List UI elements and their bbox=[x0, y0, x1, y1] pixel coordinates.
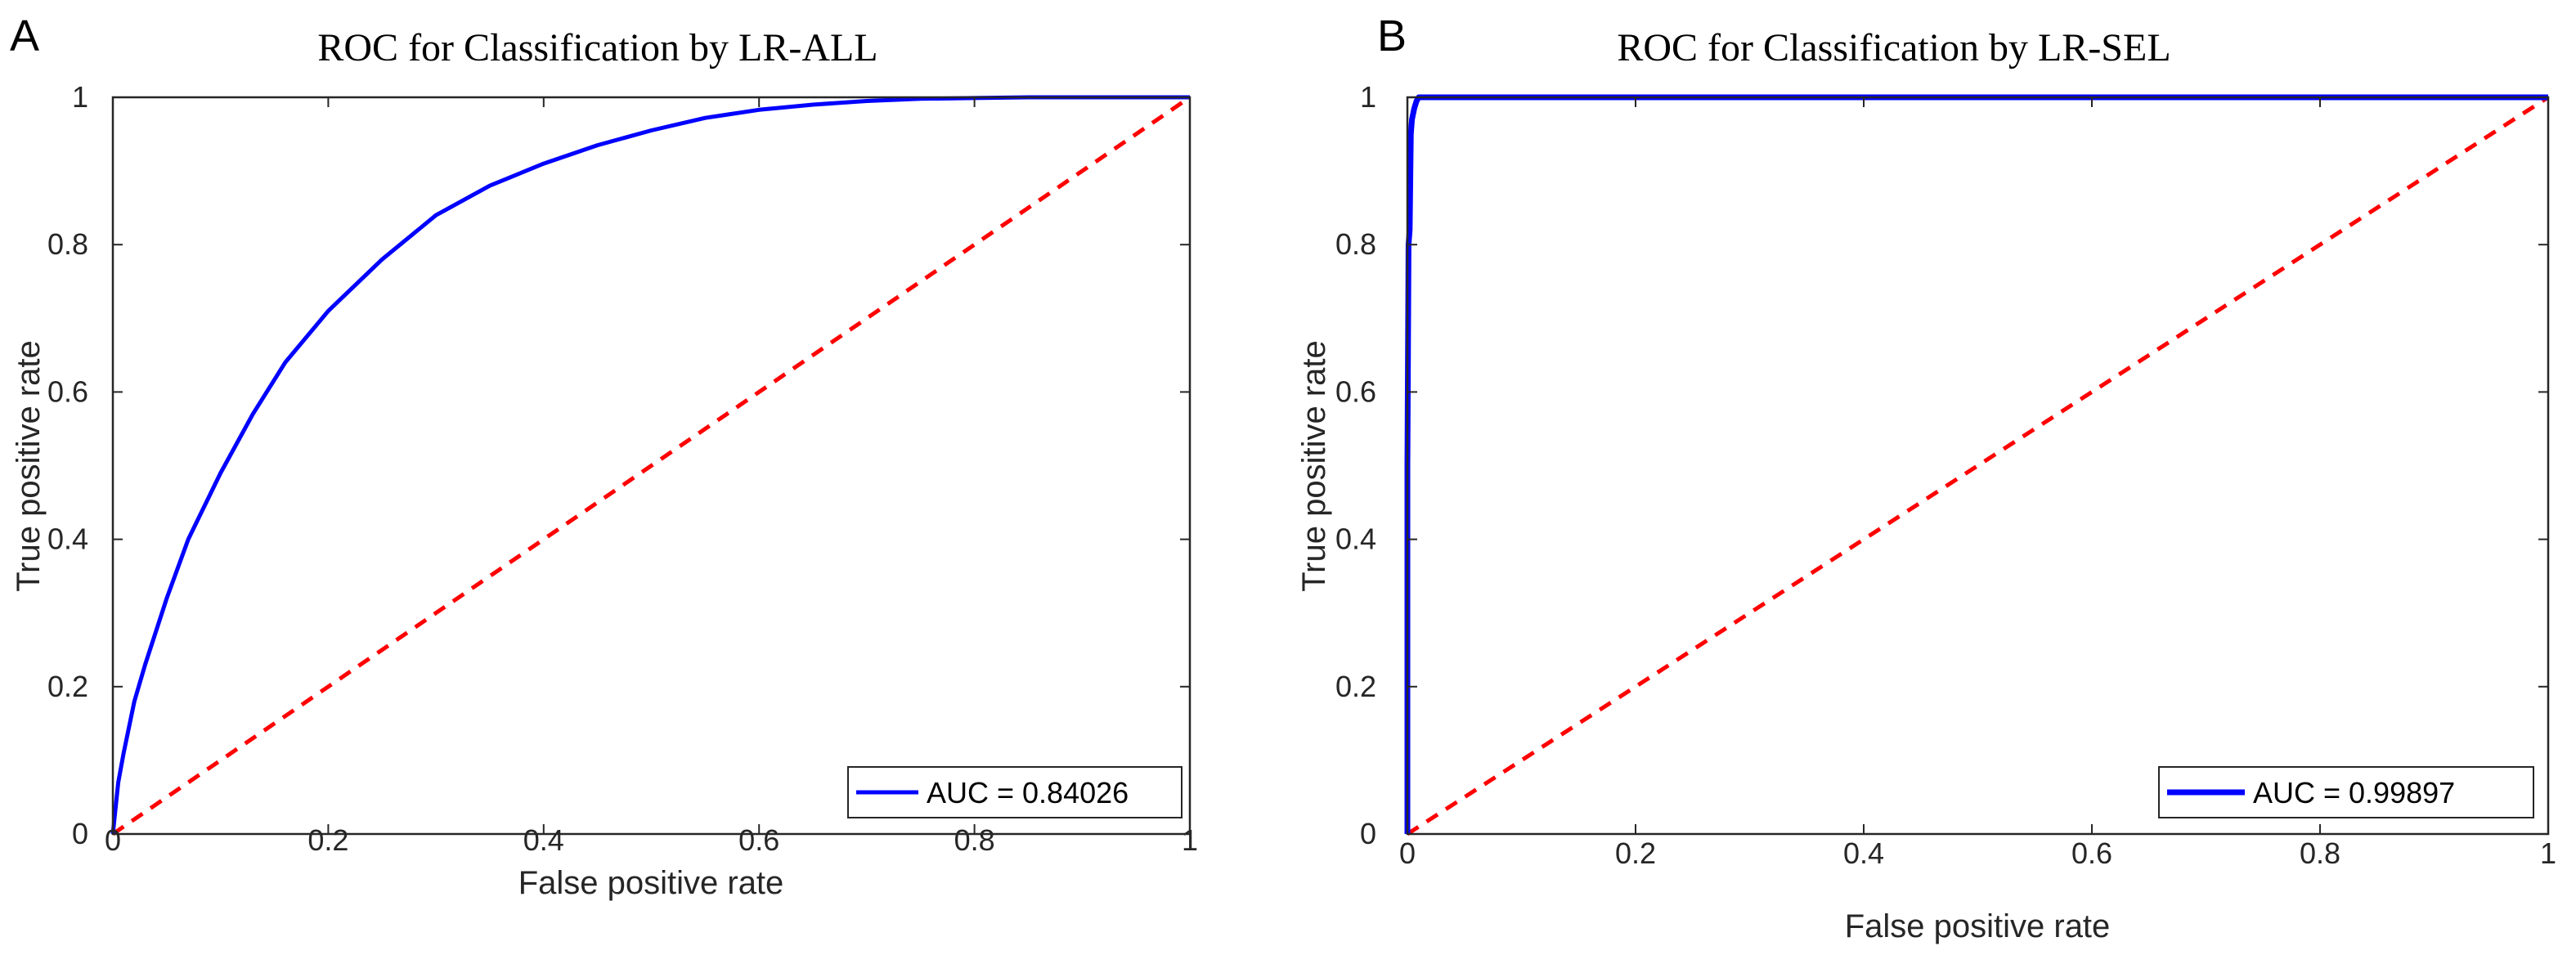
x-tick-label: 0.8 bbox=[2300, 836, 2340, 870]
x-tick-label: 1 bbox=[2540, 836, 2556, 870]
x-tick-label: 0 bbox=[1399, 836, 1416, 870]
panel-a-legend-label: AUC = 0.84026 bbox=[927, 776, 1129, 809]
x-tick-label: 0.2 bbox=[1615, 836, 1656, 870]
panel-b-letter: B bbox=[1377, 11, 1407, 61]
x-tick-label: 0 bbox=[105, 823, 121, 857]
panel-b-axes-box bbox=[1406, 96, 2550, 836]
y-tick-label: 1 bbox=[72, 80, 88, 114]
panel-b-legend-label: AUC = 0.99897 bbox=[2253, 776, 2455, 809]
panel-b-y-axis-label: True positive rate bbox=[1296, 340, 1332, 592]
x-tick-label: 1 bbox=[1182, 823, 1198, 857]
y-tick-label: 0.6 bbox=[47, 374, 88, 408]
panel-a-y-axis-label: True positive rate bbox=[11, 340, 47, 592]
x-tick-label: 0.8 bbox=[954, 823, 995, 857]
panel-a-legend: AUC = 0.84026 bbox=[847, 766, 1183, 818]
y-tick-label: 0.8 bbox=[1335, 227, 1376, 261]
y-tick-label: 0.2 bbox=[1335, 670, 1376, 703]
y-tick-label: 0.2 bbox=[47, 670, 88, 703]
panel-a-roc-curve bbox=[110, 95, 1190, 835]
y-tick-label: 1 bbox=[1360, 80, 1376, 114]
x-tick-label: 0.4 bbox=[1843, 836, 1884, 870]
panel-b-y-ticks: 0 0.2 0.4 0.6 0.8 1 bbox=[1335, 80, 2548, 850]
panel-a-y-ticks: 0 0.2 0.4 0.6 0.8 1 bbox=[47, 80, 1190, 850]
panel-a-title: ROC for Classification by LR-ALL bbox=[317, 26, 877, 69]
y-tick-label: 0 bbox=[1360, 817, 1376, 850]
panel-b-chance-line bbox=[1406, 95, 2550, 836]
y-tick-label: 0 bbox=[72, 817, 88, 850]
panel-b-title: ROC for Classification by LR-SEL bbox=[1617, 26, 2170, 69]
y-tick-label: 0.6 bbox=[1335, 374, 1376, 408]
panel-a-chance-line bbox=[111, 95, 1192, 836]
y-tick-label: 0.4 bbox=[47, 522, 88, 556]
x-tick-label: 0.2 bbox=[307, 823, 348, 857]
x-tick-label: 0.4 bbox=[523, 823, 564, 857]
panel-a-letter: A bbox=[10, 11, 39, 61]
panel-a: A ROC for Classification by LR-ALL 0 0.2 0… bbox=[10, 11, 1198, 901]
panel-a-series-layer bbox=[110, 95, 1192, 836]
panel-a-axes-box bbox=[111, 96, 1192, 836]
panel-a-x-ticks: 0 0.2 0.4 0.6 0.8 1 bbox=[105, 97, 1198, 857]
panel-b: B ROC for Classification by LR-SEL 0 0.2 0… bbox=[1296, 11, 2556, 944]
y-tick-label: 0.4 bbox=[1335, 522, 1376, 556]
panel-a-x-axis-label: False positive rate bbox=[518, 865, 784, 901]
panel-b-x-ticks: 0 0.2 0.4 0.6 0.8 1 bbox=[1399, 97, 2556, 870]
panel-b-legend: AUC = 0.99897 bbox=[2158, 766, 2534, 818]
x-tick-label: 0.6 bbox=[2071, 836, 2112, 870]
panel-b-x-axis-label: False positive rate bbox=[1845, 908, 2111, 944]
y-tick-label: 0.8 bbox=[47, 227, 88, 261]
x-tick-label: 0.6 bbox=[738, 823, 779, 857]
